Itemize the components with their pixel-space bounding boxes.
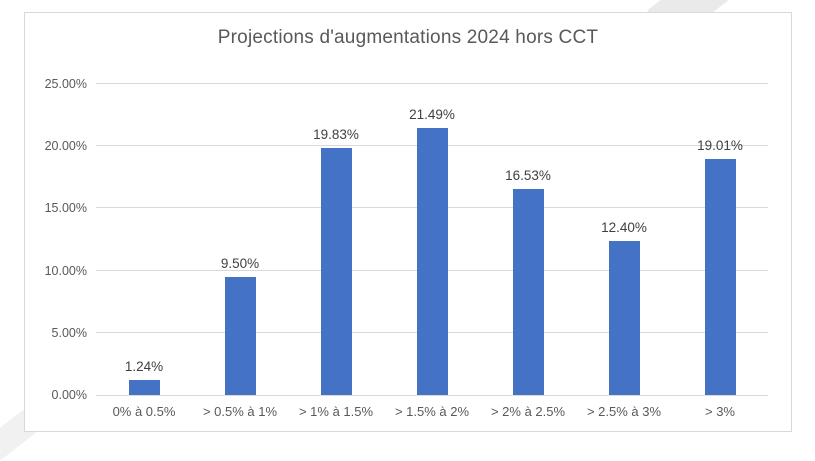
x-axis-category-label: > 3%: [705, 404, 735, 419]
bar-value-label: 1.24%: [124, 358, 164, 374]
y-axis-tick-label: 0.00%: [51, 388, 87, 402]
bar[interactable]: [416, 127, 448, 395]
x-axis-category-label: > 0.5% à 1%: [202, 404, 278, 419]
plot-area[interactable]: 0.00% 5.00% 10.00% 15.00% 20.00% 25.00% 1.24% 0…: [45, 77, 768, 419]
bar[interactable]: [224, 276, 256, 395]
bar-value-label: 19.01%: [697, 137, 743, 153]
x-axis-category-label: > 2% à 2.5%: [490, 404, 566, 419]
x-axis-category-label: > 2.5% à 3%: [586, 404, 662, 419]
bar-value-label: 21.49%: [409, 106, 455, 122]
bar[interactable]: [704, 158, 736, 395]
x-axis-category-label: > 1.5% à 2%: [394, 404, 470, 419]
gridline: [96, 83, 768, 84]
chart-title: Projections d'augmentations 2024 hors CC…: [217, 27, 599, 48]
x-axis-line: [96, 395, 768, 396]
y-axis-tick-label: 5.00%: [51, 325, 87, 340]
y-axis-tick-label: 15.00%: [44, 201, 87, 216]
chart-frame[interactable]: Projections d'augmentations 2024 hors CC…: [24, 12, 792, 432]
bar[interactable]: [608, 240, 640, 395]
y-axis-tick-label: 20.00%: [44, 139, 87, 154]
bar-value-label: 12.40%: [601, 219, 647, 235]
x-axis-category-label: 0% à 0.5%: [112, 404, 176, 419]
bar-value-label: 9.50%: [220, 255, 260, 271]
y-axis-tick-label: 25.00%: [44, 77, 87, 91]
bar[interactable]: [128, 379, 160, 395]
bar[interactable]: [320, 148, 352, 395]
bar-value-label: 16.53%: [505, 168, 551, 184]
y-axis-tick-label: 10.00%: [44, 263, 87, 278]
bar-value-label: 19.83%: [313, 127, 359, 143]
x-axis-category-label: > 1% à 1.5%: [298, 404, 374, 419]
bar[interactable]: [512, 189, 544, 395]
